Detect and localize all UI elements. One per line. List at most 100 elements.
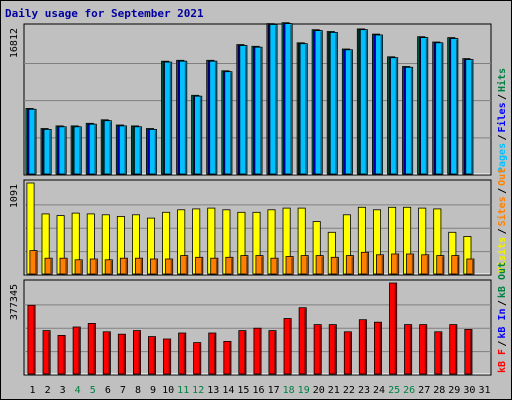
bar-shade-pages (154, 130, 157, 174)
bar-pages-pages (148, 128, 157, 175)
x-tick-label: 4 (75, 385, 81, 396)
bar-shade-visits (231, 258, 233, 274)
bar-shade-visits (261, 256, 263, 274)
bar-shade-kbf (33, 306, 35, 374)
bar-shade-visits (125, 259, 127, 274)
bar-pages-pages (314, 30, 323, 175)
bar-kbf-kb-f (389, 282, 398, 375)
x-tick-label: 5 (90, 385, 96, 396)
bar-shade-pages (109, 121, 111, 174)
legend-visits-visits: Visits (496, 237, 508, 273)
bar-pages-pages (254, 46, 263, 175)
bar-pages-pages (133, 126, 142, 175)
bar-kbf-kb-f (132, 330, 141, 375)
bar-shade-visits (215, 259, 218, 274)
bar-shade-visits (185, 256, 188, 274)
bar-pages-pages (118, 125, 127, 175)
bar-pages-pages (405, 66, 414, 175)
bar-shade-kbf (455, 325, 457, 374)
bar-kbf-kb-f (163, 338, 172, 375)
bar-pages-pages (465, 59, 474, 175)
bar-pages-pages (390, 57, 399, 175)
bar-kbf-kb-f (27, 304, 36, 375)
bar-kbf-kb-f (102, 331, 111, 375)
bar-pages-pages (209, 60, 218, 175)
legend-visits-sites: Sites (496, 196, 508, 226)
bar-visits-sites (44, 257, 53, 275)
bar-pages-pages (420, 37, 429, 175)
max-label-pages: 16812 (9, 28, 20, 58)
bar-shade-pages (64, 127, 66, 174)
bar-pages-pages (344, 49, 353, 175)
x-tick-label: 30 (463, 385, 475, 396)
bar-visits-sites (225, 256, 234, 275)
bar-pages-pages (224, 71, 233, 175)
bar-visits-sites (330, 256, 339, 275)
bar-kbf-kb-f (464, 328, 473, 375)
bar-pages-pages (58, 126, 67, 175)
x-tick-label: 2 (45, 385, 51, 396)
bar-pages-pages (374, 34, 383, 175)
bar-pages-pages (73, 126, 82, 175)
bar-kbf-kb-f (313, 324, 322, 375)
bar-visits-sites (59, 257, 68, 275)
bar-pages-pages (194, 95, 203, 175)
bar-pages-pages (269, 24, 278, 175)
bar-visits-sites (74, 259, 83, 275)
x-tick-label: 14 (222, 385, 234, 396)
bar-shade-visits (65, 259, 67, 274)
bar-shade-kbf (63, 336, 65, 374)
x-tick-label: 22 (343, 385, 355, 396)
bar-pages-pages (329, 32, 338, 175)
bar-visits-sites (134, 257, 143, 275)
bar-pages-pages (450, 38, 459, 175)
bar-shade-visits (246, 256, 248, 274)
bar-visits-sites (391, 253, 400, 275)
bar-shade-visits (95, 260, 97, 274)
bar-kbf-kb-f (178, 332, 187, 375)
x-tick-label: 10 (162, 385, 174, 396)
bar-kbf-kb-f (298, 307, 307, 375)
bar-shade-pages (230, 72, 232, 174)
bar-visits-sites (360, 251, 369, 275)
bar-shade-pages (199, 97, 202, 174)
x-tick-label: 20 (313, 385, 325, 396)
bar-shade-pages (471, 60, 473, 174)
bar-shade-visits (155, 260, 158, 274)
legend-separator-pages: / (497, 134, 508, 140)
legend-separator-pages: / (497, 94, 508, 100)
bar-shade-visits (351, 256, 353, 274)
bar-shade-kbf (439, 332, 442, 374)
bar-shade-pages (395, 58, 398, 175)
bar-kbf-kb-f (404, 324, 413, 375)
bar-visits-sites (406, 253, 415, 275)
bar-visits-sites (255, 255, 264, 275)
bar-shade-visits (110, 260, 112, 274)
bar-visits-sites (119, 257, 128, 275)
bar-pages-pages (435, 42, 444, 175)
bar-shade-kbf (394, 284, 397, 374)
bar-visits-sites (104, 259, 113, 275)
bar-shade-kbf (319, 325, 321, 374)
bar-visits-sites (436, 255, 445, 275)
bar-pages-pages (164, 61, 173, 175)
x-tick-label: 17 (268, 385, 280, 396)
bar-visits-sites (375, 254, 384, 275)
x-tick-label: 31 (478, 385, 490, 396)
bar-kbf-kb-f (253, 327, 262, 375)
bar-shade-visits (381, 255, 384, 274)
bar-shade-kbf (409, 325, 412, 374)
bar-shade-visits (321, 256, 323, 274)
x-tick-label: 8 (135, 385, 141, 396)
bar-shade-visits (411, 255, 414, 274)
bar-shade-kbf (138, 331, 141, 374)
bar-shade-kbf (229, 342, 231, 374)
bar-visits-sites (29, 250, 38, 275)
bar-pages-pages (239, 45, 248, 175)
bar-shade-kbf (198, 343, 201, 374)
bar-shade-pages (79, 127, 81, 174)
bar-shade-kbf (274, 331, 276, 374)
bar-kbf-kb-f (283, 318, 292, 375)
bar-kbf-kb-f (147, 336, 156, 375)
bar-kbf-kb-f (223, 340, 232, 375)
